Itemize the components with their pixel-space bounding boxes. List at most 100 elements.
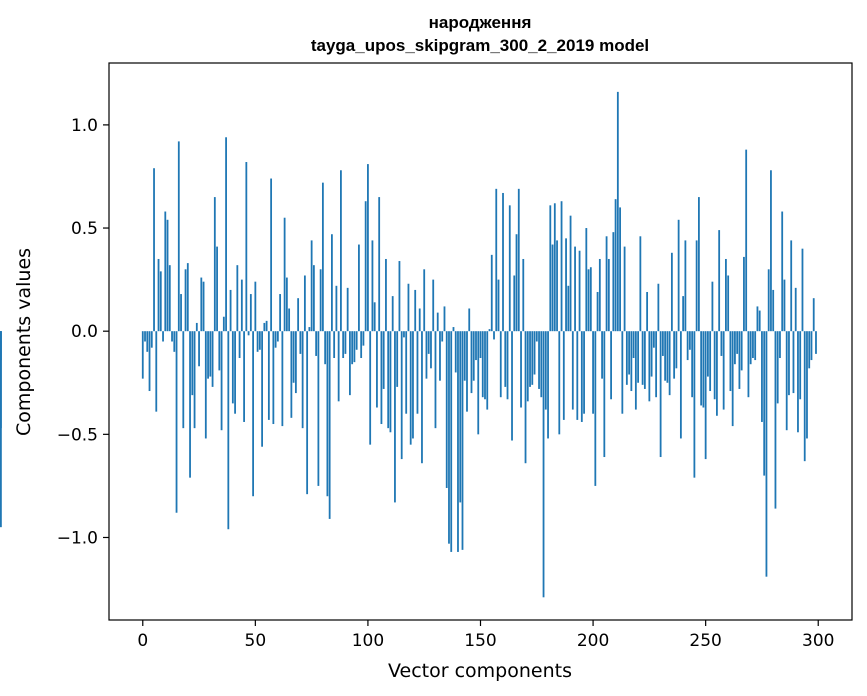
bar bbox=[265, 320, 268, 332]
bar bbox=[367, 164, 369, 332]
y-tick-label: 1.0 bbox=[71, 116, 98, 136]
bar bbox=[254, 281, 257, 332]
bar bbox=[583, 331, 585, 414]
bar bbox=[560, 201, 563, 332]
x-tick-label: 50 bbox=[245, 631, 267, 651]
bar bbox=[294, 331, 297, 394]
bar bbox=[776, 331, 779, 404]
bar bbox=[198, 331, 200, 367]
bar bbox=[499, 331, 502, 398]
bar bbox=[688, 331, 691, 350]
bar bbox=[301, 331, 304, 429]
bar bbox=[797, 331, 799, 433]
bar bbox=[585, 228, 588, 332]
bar bbox=[243, 331, 245, 422]
bar bbox=[634, 331, 637, 410]
bar bbox=[734, 331, 736, 365]
bar bbox=[288, 308, 291, 332]
bar bbox=[441, 331, 444, 342]
chart-title: народження bbox=[429, 13, 532, 32]
bar bbox=[596, 291, 599, 332]
bar bbox=[792, 331, 795, 394]
bar bbox=[747, 331, 750, 398]
bar bbox=[713, 331, 716, 400]
bar bbox=[619, 207, 621, 332]
bar bbox=[589, 267, 592, 332]
bar bbox=[661, 331, 664, 356]
bar bbox=[400, 331, 403, 460]
bar bbox=[290, 331, 293, 418]
bar bbox=[592, 331, 594, 414]
bar bbox=[664, 331, 667, 381]
bar bbox=[785, 331, 788, 431]
bar bbox=[249, 294, 252, 332]
bar bbox=[612, 232, 615, 332]
bar bbox=[484, 331, 486, 400]
bar bbox=[387, 331, 390, 429]
bar bbox=[202, 281, 205, 332]
bar bbox=[659, 331, 662, 458]
x-axis: 0 50 100 150 200 250 300 bbox=[137, 620, 834, 651]
x-tick-label: 0 bbox=[137, 631, 148, 651]
bar bbox=[157, 258, 160, 332]
bar bbox=[711, 281, 714, 332]
bar bbox=[177, 141, 180, 332]
bar bbox=[513, 275, 516, 332]
bar bbox=[625, 331, 628, 385]
bar bbox=[274, 331, 277, 348]
bar bbox=[628, 331, 630, 375]
bar bbox=[556, 240, 558, 332]
bar bbox=[790, 240, 793, 332]
bar bbox=[657, 283, 660, 332]
bar bbox=[252, 331, 254, 497]
bar bbox=[524, 331, 527, 464]
bar bbox=[337, 331, 340, 402]
bar bbox=[767, 269, 770, 332]
x-tick-label: 100 bbox=[352, 631, 384, 651]
bar bbox=[472, 331, 475, 381]
bar bbox=[495, 188, 498, 332]
bar bbox=[0, 331, 2, 528]
bar bbox=[211, 331, 214, 387]
bar bbox=[454, 331, 457, 373]
bar bbox=[468, 308, 471, 332]
bar bbox=[808, 331, 811, 369]
bar bbox=[220, 331, 223, 431]
bar bbox=[200, 277, 203, 332]
bar bbox=[670, 252, 673, 332]
bar bbox=[594, 331, 597, 486]
bar bbox=[261, 331, 263, 447]
bar bbox=[146, 331, 149, 352]
bar bbox=[779, 331, 781, 359]
bar bbox=[752, 331, 754, 359]
bar bbox=[632, 331, 635, 359]
bar bbox=[508, 205, 511, 332]
bar bbox=[810, 331, 813, 361]
bar bbox=[578, 250, 581, 332]
y-axis: −1.0 −0.5 0.0 0.5 1.0 bbox=[57, 116, 109, 548]
bar bbox=[502, 192, 504, 332]
bar bbox=[276, 331, 279, 342]
chart-subtitle: tayga_upos_skipgram_300_2_2019 model bbox=[311, 36, 649, 55]
bar bbox=[389, 331, 392, 433]
bar bbox=[538, 331, 540, 389]
bar bbox=[227, 331, 230, 530]
bar bbox=[355, 331, 358, 350]
bar bbox=[781, 211, 784, 332]
bar bbox=[679, 331, 682, 439]
bar bbox=[425, 331, 428, 379]
bar bbox=[727, 275, 730, 332]
bar bbox=[511, 331, 513, 441]
bar bbox=[698, 197, 700, 332]
bar bbox=[182, 331, 185, 429]
bar bbox=[247, 331, 250, 336]
bar bbox=[281, 331, 284, 427]
bar bbox=[574, 246, 576, 332]
bar bbox=[540, 331, 543, 398]
bar bbox=[544, 331, 547, 410]
bar bbox=[421, 331, 423, 464]
x-tick-label: 250 bbox=[689, 631, 721, 651]
bar bbox=[340, 170, 342, 332]
y-tick-label: 0.5 bbox=[71, 219, 98, 239]
bar bbox=[520, 331, 522, 408]
